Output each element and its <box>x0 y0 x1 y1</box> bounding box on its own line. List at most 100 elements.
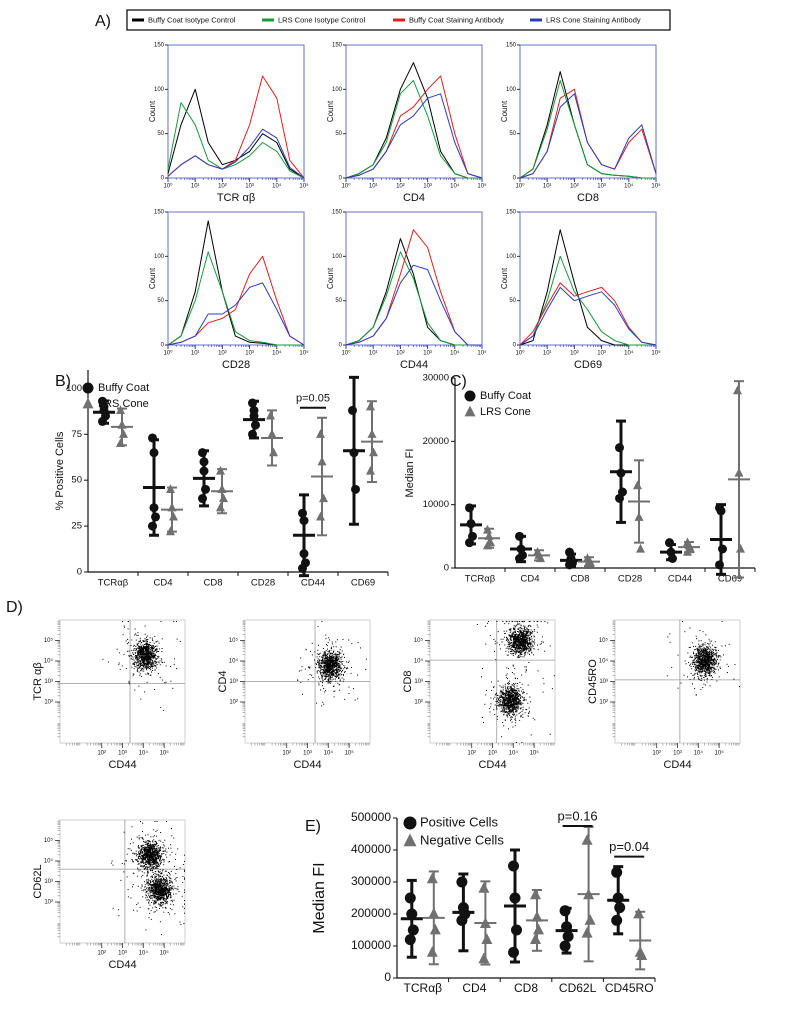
event-dot <box>336 669 338 671</box>
event-dot <box>335 656 337 658</box>
event-dot <box>150 661 152 663</box>
event-dot <box>523 635 525 637</box>
event-dot <box>508 702 510 704</box>
event-dot <box>533 628 535 630</box>
event-dot <box>713 661 715 663</box>
event-dot <box>502 709 504 711</box>
event-dot <box>510 709 512 711</box>
event-dot <box>151 644 153 646</box>
event-dot <box>136 662 138 664</box>
event-dot <box>138 646 140 648</box>
event-dot <box>147 673 149 675</box>
event-dot <box>165 665 167 667</box>
histogram-curve <box>167 75 305 179</box>
event-dot <box>513 638 515 640</box>
event-dot <box>317 649 319 651</box>
event-dot <box>713 667 715 669</box>
event-dot <box>332 656 334 658</box>
event-dot <box>512 703 514 705</box>
plot-frame <box>614 619 741 744</box>
event-dot <box>332 660 334 662</box>
event-dot <box>519 637 521 639</box>
event-dot <box>152 656 154 658</box>
event-dot <box>522 635 524 636</box>
event-dot <box>518 693 519 695</box>
event-dot <box>350 672 352 674</box>
event-dot <box>512 713 514 715</box>
event-dot <box>508 692 510 693</box>
event-dot <box>333 657 335 659</box>
event-dot <box>501 736 503 738</box>
event-dot <box>526 693 528 695</box>
event-dot <box>324 671 325 673</box>
event-dot <box>146 636 147 638</box>
event-dot <box>509 687 511 688</box>
event-dot <box>511 711 513 713</box>
event-dot <box>135 666 137 668</box>
event-dot <box>347 667 349 669</box>
event-dot <box>146 654 148 656</box>
event-dot <box>508 623 510 625</box>
event-dot <box>336 673 337 675</box>
event-dot <box>504 644 506 646</box>
event-dot <box>508 621 510 622</box>
event-dot <box>517 701 519 703</box>
event-dot <box>127 621 129 622</box>
event-dot <box>150 651 152 653</box>
x-axis-label: CD44 <box>293 759 321 771</box>
histogram-curve <box>345 238 482 346</box>
event-dot <box>320 680 322 682</box>
panel-label: C) <box>450 373 467 390</box>
event-dot <box>703 656 705 658</box>
event-dot <box>530 625 532 627</box>
event-dot <box>514 698 516 700</box>
event-dot <box>506 637 508 639</box>
event-dot <box>527 645 529 647</box>
event-dot <box>334 659 336 661</box>
event-dot <box>335 656 337 658</box>
event-dot <box>514 630 516 632</box>
event-dot <box>542 677 544 679</box>
event-dot <box>690 666 692 667</box>
event-dot <box>325 661 327 663</box>
event-dot <box>336 670 337 672</box>
event-dot <box>514 639 516 640</box>
event-dot <box>531 631 533 633</box>
event-dot <box>333 646 335 648</box>
event-dot <box>517 678 518 680</box>
event-dot <box>511 635 513 637</box>
event-dot <box>542 641 544 643</box>
event-dot <box>527 631 529 633</box>
event-dot <box>510 686 512 688</box>
event-dot <box>519 623 521 625</box>
event-dot <box>330 652 332 654</box>
y-tick-label: 100 <box>154 87 165 93</box>
event-dot <box>515 644 517 646</box>
y-axis-label: % Positive Cells <box>54 431 66 510</box>
event-dot <box>511 700 513 702</box>
event-dot <box>498 705 500 707</box>
event-dot <box>157 656 159 658</box>
event-dot <box>537 621 539 622</box>
event-dot <box>516 624 518 626</box>
event-dot <box>511 653 513 655</box>
event-dot <box>325 678 327 680</box>
data-point <box>266 410 275 420</box>
event-dot <box>510 638 512 640</box>
event-dot <box>156 648 158 650</box>
y-axis-label: Count <box>500 267 509 289</box>
event-dot <box>144 663 146 665</box>
event-dot <box>515 705 517 707</box>
x-tick-label: 10³ <box>245 351 254 357</box>
event-dot <box>502 698 504 700</box>
event-dot <box>332 672 334 674</box>
event-dot <box>506 693 507 695</box>
event-dot <box>525 646 527 648</box>
event-dot <box>520 652 522 654</box>
event-dot <box>151 647 153 649</box>
event-dot <box>335 660 337 662</box>
x-tick-label: CD44 <box>301 578 325 589</box>
event-dot <box>527 648 529 650</box>
event-dot <box>509 705 511 707</box>
event-dot <box>145 651 147 653</box>
